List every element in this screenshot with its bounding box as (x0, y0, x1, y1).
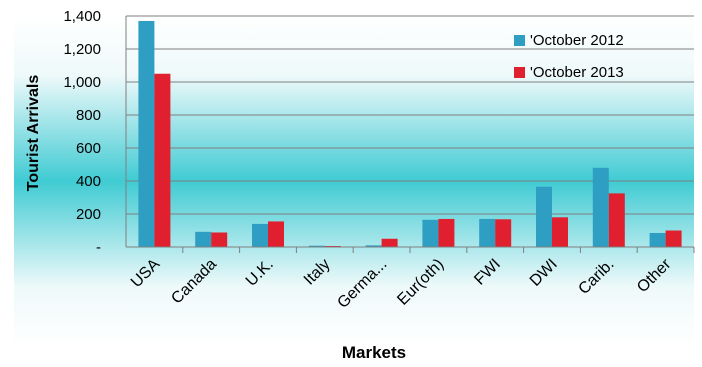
bar (381, 238, 398, 247)
y-axis-title: Tourist Arrivals (25, 75, 42, 192)
bar (252, 223, 268, 247)
y-tick-label: 1,400 (63, 8, 101, 25)
y-tick-label: - (96, 239, 101, 256)
bar (592, 167, 609, 247)
bar (422, 219, 439, 247)
y-tick-label: 400 (76, 173, 101, 190)
legend-swatch (514, 67, 525, 78)
legend-label: 'October 2013 (530, 64, 624, 81)
bar (365, 245, 382, 247)
legend-label: 'October 2012 (530, 32, 624, 49)
y-tick-label: 1,000 (63, 74, 101, 91)
y-tick-label: 800 (76, 107, 101, 124)
bar (438, 218, 455, 247)
legend-swatch (514, 35, 525, 46)
bar (665, 230, 682, 247)
bar (649, 232, 666, 247)
x-axis-title: Markets (342, 343, 406, 362)
bar (308, 245, 325, 247)
bar (195, 231, 212, 247)
legend-item-october-2013: 'October 2013 (514, 64, 624, 81)
y-tick-label: 600 (76, 140, 101, 157)
bar (479, 218, 496, 247)
bar (138, 20, 155, 248)
bar (154, 73, 171, 247)
bars (138, 20, 682, 248)
bar (495, 219, 512, 247)
legend: 'October 2012 'October 2013 (514, 32, 624, 81)
bar (268, 221, 284, 247)
bar (608, 193, 625, 247)
bar (536, 186, 552, 247)
y-tick-label: 1,200 (63, 41, 101, 58)
bar (211, 232, 228, 247)
bar (552, 217, 568, 247)
y-tick-label: 200 (76, 206, 101, 223)
legend-item-october-2012: 'October 2012 (514, 32, 624, 49)
